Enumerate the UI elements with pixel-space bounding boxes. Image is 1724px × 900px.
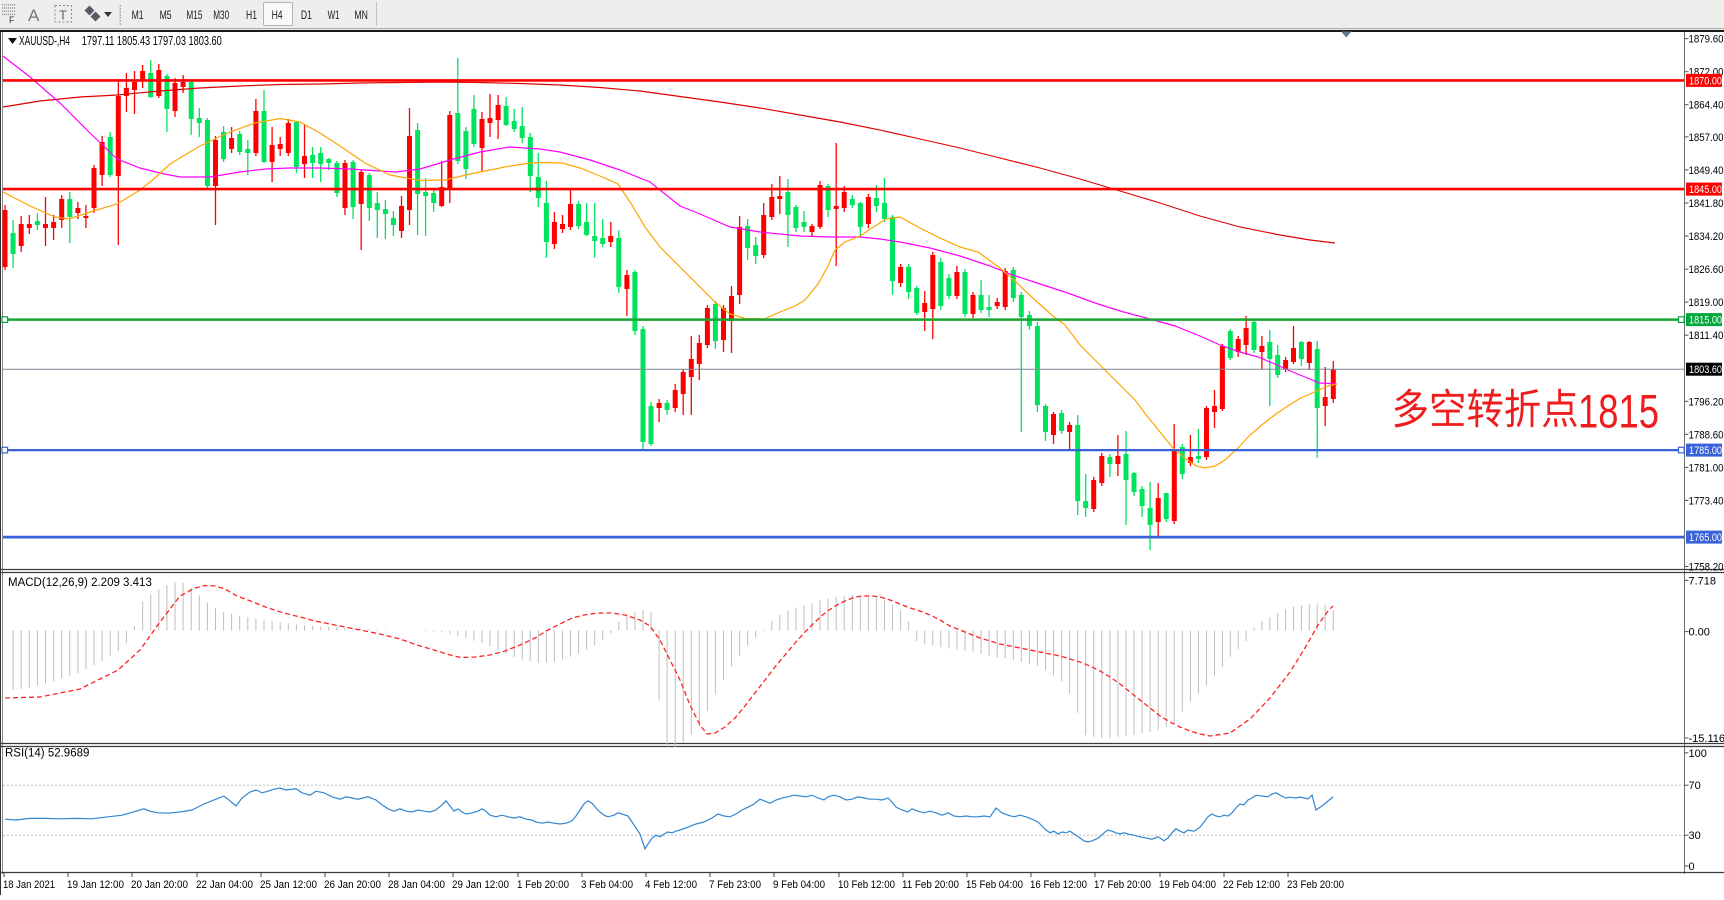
svg-text:11 Feb 20:00: 11 Feb 20:00 [902, 879, 959, 891]
svg-text:18 Jan 2021: 18 Jan 2021 [3, 879, 55, 891]
svg-text:1 Feb 20:00: 1 Feb 20:00 [517, 879, 569, 891]
svg-text:1864.40: 1864.40 [1689, 100, 1724, 112]
svg-text:19 Feb 04:00: 19 Feb 04:00 [1159, 879, 1216, 891]
svg-text:1857.00: 1857.00 [1689, 132, 1724, 144]
svg-text:1819.00: 1819.00 [1689, 297, 1724, 309]
svg-text:1758.20: 1758.20 [1689, 562, 1724, 574]
svg-text:22 Jan 04:00: 22 Jan 04:00 [196, 879, 253, 891]
svg-text:1797.11 1805.43 1797.03 1803.6: 1797.11 1805.43 1797.03 1803.60 [82, 33, 222, 48]
svg-text:29 Jan 12:00: 29 Jan 12:00 [452, 879, 509, 891]
svg-text:1788.60: 1788.60 [1689, 429, 1724, 441]
svg-text:H1: H1 [246, 8, 257, 22]
svg-text:T: T [59, 8, 67, 23]
svg-text:1834.20: 1834.20 [1689, 231, 1724, 243]
svg-text:28 Jan 04:00: 28 Jan 04:00 [388, 879, 445, 891]
svg-text:1815: 1815 [1578, 385, 1659, 438]
svg-text:23 Feb 20:00: 23 Feb 20:00 [1287, 879, 1344, 891]
svg-text:M5: M5 [160, 8, 172, 22]
svg-text:3 Feb 04:00: 3 Feb 04:00 [581, 879, 633, 891]
svg-text:70: 70 [1689, 780, 1701, 792]
svg-text:25 Jan 12:00: 25 Jan 12:00 [260, 879, 317, 891]
svg-text:F: F [9, 15, 15, 25]
svg-text:10 Feb 12:00: 10 Feb 12:00 [838, 879, 895, 891]
svg-text:22 Feb 12:00: 22 Feb 12:00 [1223, 879, 1280, 891]
svg-text:19 Jan 12:00: 19 Jan 12:00 [67, 879, 124, 891]
svg-text:1849.40: 1849.40 [1689, 165, 1724, 177]
svg-text:M30: M30 [213, 8, 229, 22]
svg-text:W1: W1 [328, 8, 340, 22]
svg-text:MACD(12,26,9) 2.209 3.413: MACD(12,26,9) 2.209 3.413 [8, 577, 152, 589]
svg-text:7.718: 7.718 [1689, 575, 1717, 587]
svg-text:D1: D1 [301, 8, 312, 22]
svg-text:30: 30 [1689, 830, 1701, 842]
svg-text:7 Feb 23:00: 7 Feb 23:00 [709, 879, 761, 891]
svg-text:M1: M1 [132, 8, 144, 22]
svg-text:1811.40: 1811.40 [1689, 330, 1724, 342]
svg-text:1773.40: 1773.40 [1689, 495, 1724, 507]
svg-text:1870.00: 1870.00 [1689, 75, 1722, 87]
svg-text:RSI(14) 52.9689: RSI(14) 52.9689 [5, 748, 89, 760]
svg-text:17 Feb 20:00: 17 Feb 20:00 [1094, 879, 1151, 891]
svg-text:4 Feb 12:00: 4 Feb 12:00 [645, 879, 697, 891]
svg-text:1781.00: 1781.00 [1689, 462, 1724, 474]
svg-text:XAUUSD-,H4: XAUUSD-,H4 [19, 33, 70, 48]
svg-text:H4: H4 [272, 8, 283, 22]
svg-text:100: 100 [1689, 748, 1707, 760]
svg-text:16 Feb 12:00: 16 Feb 12:00 [1030, 879, 1087, 891]
svg-text:1841.80: 1841.80 [1689, 198, 1724, 210]
svg-text:1803.60: 1803.60 [1689, 364, 1722, 376]
svg-text:1879.60: 1879.60 [1689, 34, 1724, 46]
svg-text:A: A [28, 6, 40, 25]
svg-text:1765.00: 1765.00 [1689, 532, 1722, 544]
svg-text:20 Jan 20:00: 20 Jan 20:00 [131, 879, 188, 891]
svg-text:-15.116: -15.116 [1689, 733, 1724, 745]
svg-text:1796.20: 1796.20 [1689, 396, 1724, 408]
svg-text:0: 0 [1689, 861, 1695, 873]
svg-text:1826.60: 1826.60 [1689, 264, 1724, 276]
svg-text:1815.00: 1815.00 [1689, 315, 1722, 327]
svg-text:26 Jan 20:00: 26 Jan 20:00 [324, 879, 381, 891]
svg-text:M15: M15 [186, 8, 202, 22]
svg-text:0.00: 0.00 [1689, 627, 1710, 639]
svg-text:MN: MN [354, 8, 368, 22]
svg-text:15 Feb 04:00: 15 Feb 04:00 [966, 879, 1023, 891]
svg-text:9 Feb 04:00: 9 Feb 04:00 [773, 879, 825, 891]
svg-text:1785.00: 1785.00 [1689, 445, 1722, 457]
svg-text:1845.00: 1845.00 [1689, 184, 1722, 196]
